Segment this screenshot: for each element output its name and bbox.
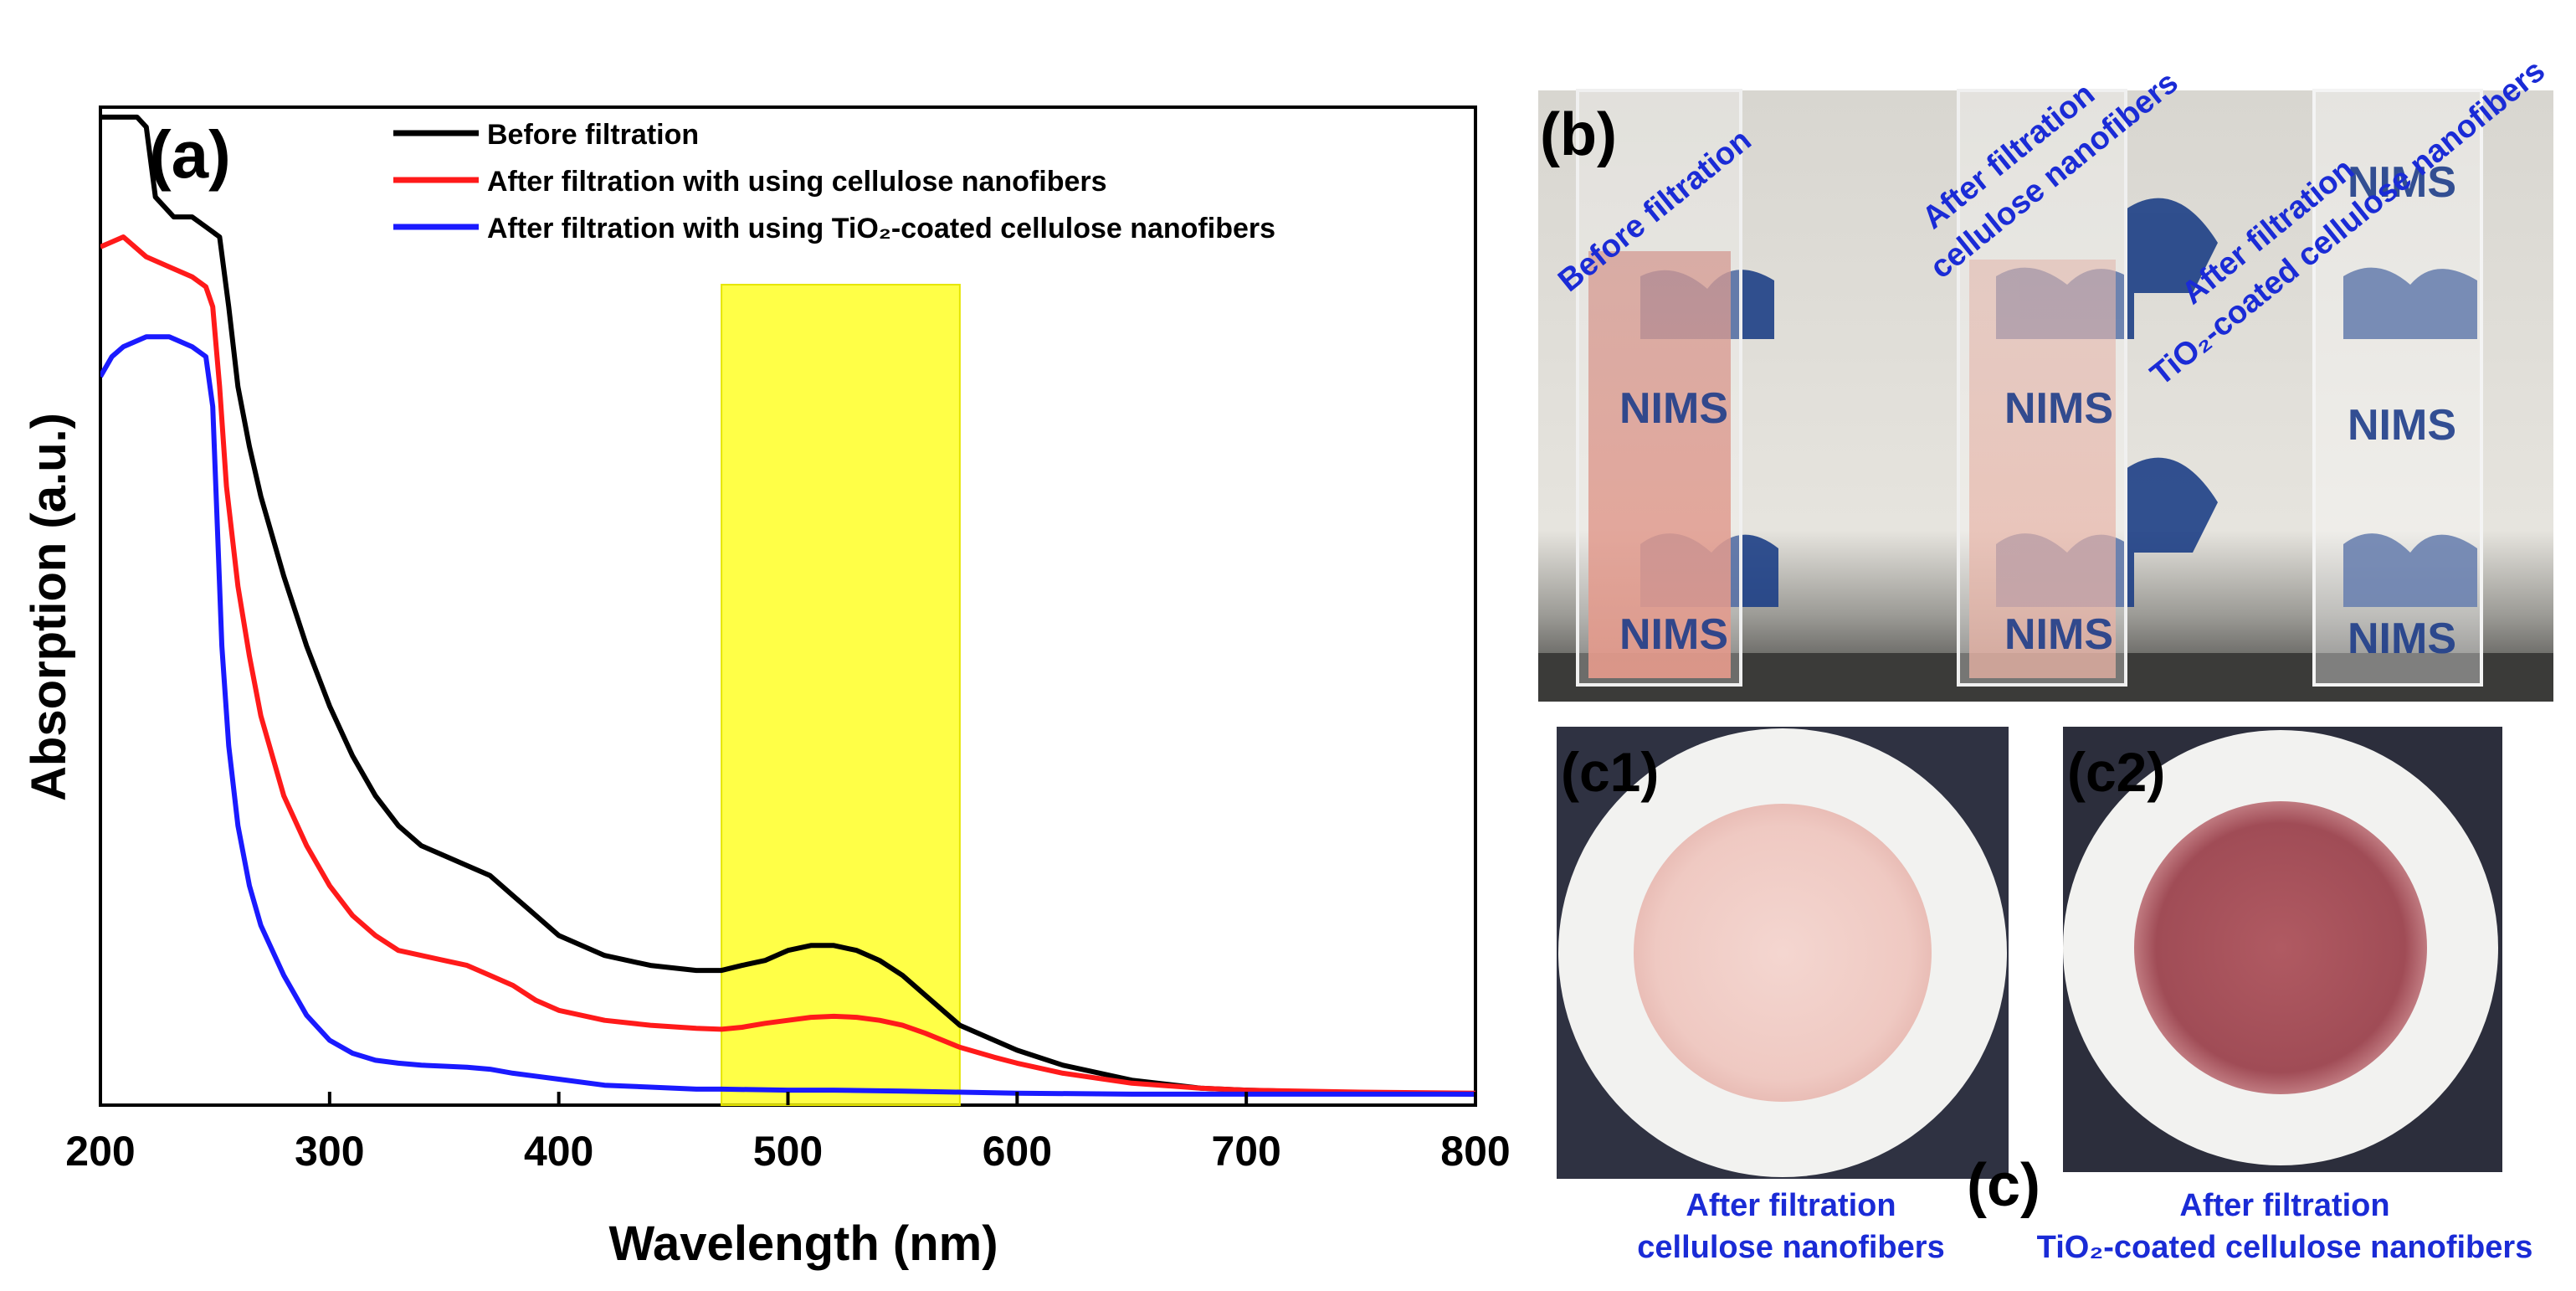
legend: Before filtration After filtration with … [393,119,1275,244]
series-layer [100,114,1475,1097]
cuvette-before: NIMS NIMS [1576,89,1742,687]
nims-logo-text: NIMS [1619,610,1728,659]
cuvette-tio2: NIMS NIMS NIMS [2312,89,2483,687]
cuvette-cellulose: NIMS NIMS [1957,89,2127,687]
x-tick-label: 400 [524,1128,593,1175]
series-line-cellulose [100,234,1475,1096]
filter-caption-c2-line2: TiO₂-coated cellulose nanofibers [2037,1230,2533,1265]
nims-logo-text: NIMS [2348,401,2456,450]
x-axis-label: Wavelength (nm) [608,1216,998,1271]
panel-label-c2: (c2) [2067,741,2165,803]
nims-logo-text: NIMS [2348,158,2456,207]
photo-panel-c2: (c2) After filtration TiO₂-coated cellul… [2037,727,2533,1265]
x-tick-label: 700 [1211,1128,1280,1175]
series-line-tio2-cellulose [100,334,1475,1097]
legend-label-before: Before filtration [487,119,699,151]
highlight-band-yellow [721,284,961,1106]
nims-logo-text: NIMS [2348,615,2456,663]
nims-logo-text: NIMS [1619,384,1728,433]
panel-label-a: (a) [149,117,231,192]
filter-caption-c2-line1: After filtration [2179,1188,2389,1223]
panel-label-b: (b) [1540,101,1617,168]
panel-label-c: (c) [1967,1152,2040,1219]
nims-logo-text: NIMS [2004,384,2113,433]
chart-panel-a: 200 300 400 500 600 700 800 (a) Before filtrat… [22,105,1511,1271]
legend-label-cellulose: After filtration with using cellulose na… [487,166,1107,198]
x-tick-label: 600 [983,1128,1052,1175]
series-line-before-filtration [100,114,1475,1097]
x-tick-label: 500 [753,1128,823,1175]
filter-caption-c1-line1: After filtration [1686,1188,1896,1223]
x-tick-label: 800 [1440,1128,1510,1175]
y-axis-label: Absorption (a.u.) [22,413,76,801]
x-tick-label: 200 [65,1128,135,1175]
x-axis: 200 300 400 500 600 700 800 [65,1092,1511,1175]
nims-logo-text: NIMS [2004,610,2113,659]
photo-panel-b: NIMS NIMS NIMS NIMS NIMS NIMS NIMS (b) B… [1538,53,2553,702]
photo-panel-c1: (c1) After filtration cellulose nanofibe… [1557,727,2009,1265]
x-tick-label: 300 [295,1128,364,1175]
filter-caption-c1-line2: cellulose nanofibers [1637,1230,1944,1265]
panel-label-c1: (c1) [1561,741,1659,803]
legend-label-tio2: After filtration with using TiO₂-coated … [487,213,1275,244]
